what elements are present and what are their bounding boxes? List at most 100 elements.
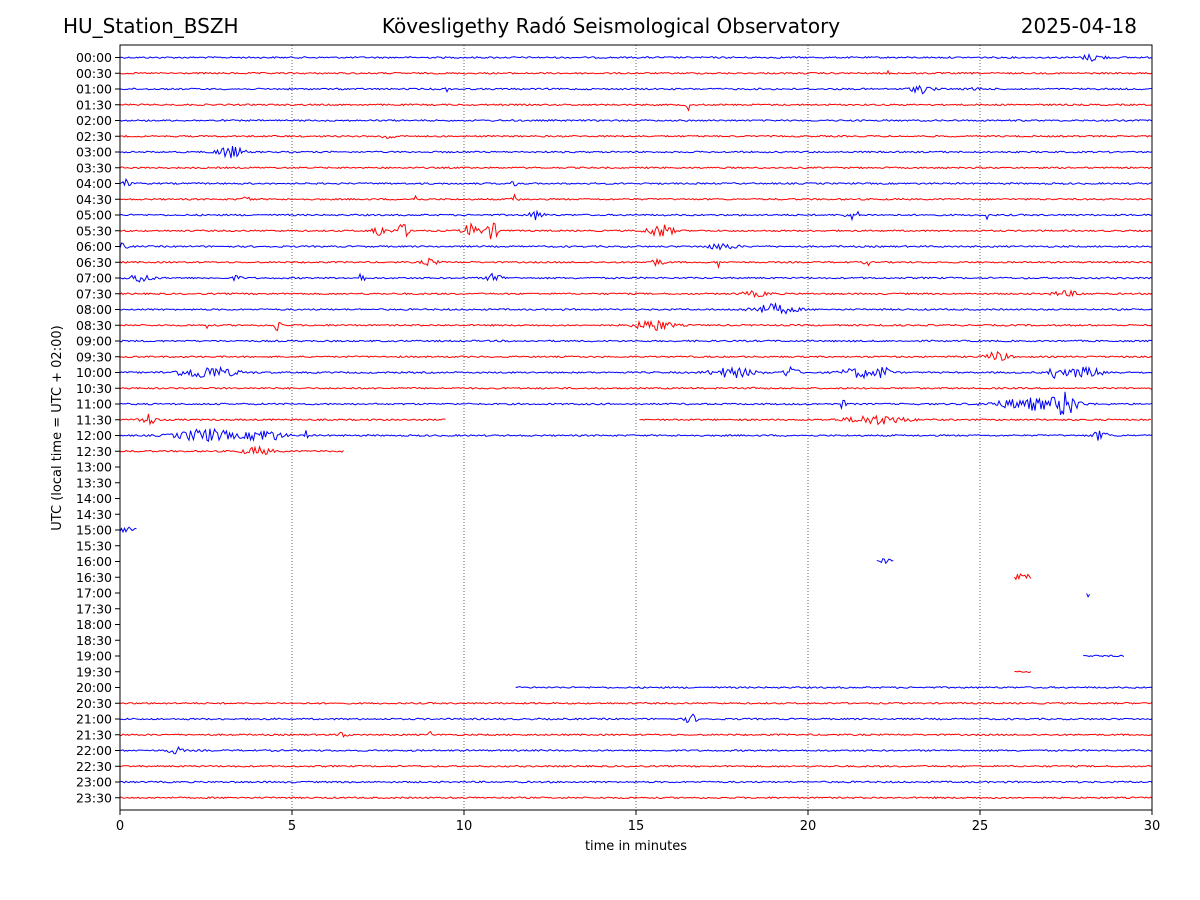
y-tick-label: 21:30 (76, 727, 112, 742)
y-tick-label: 08:30 (76, 318, 112, 333)
y-tick-label: 10:30 (76, 381, 112, 396)
y-tick-label: 17:30 (76, 601, 112, 616)
y-tick-label: 03:00 (76, 145, 112, 160)
y-axis-label: UTC (local time = UTC + 02:00) (50, 325, 65, 530)
y-tick-label: 10:00 (76, 365, 112, 380)
seismic-trace (119, 391, 1153, 415)
y-tick-label: 20:30 (76, 696, 112, 711)
station-name: HU_Station_BSZH (63, 14, 239, 38)
seismic-trace (119, 221, 1153, 240)
seismic-trace (119, 272, 1153, 283)
y-tick-label: 02:00 (76, 113, 112, 128)
y-tick-label: 23:30 (76, 790, 112, 805)
y-tick-label: 04:30 (76, 192, 112, 207)
y-tick-label: 18:00 (76, 617, 112, 632)
seismic-trace (119, 103, 1153, 112)
seismic-trace (119, 119, 1153, 122)
seismic-trace (515, 685, 1152, 689)
seismic-trace (639, 414, 1152, 426)
y-tick-label: 14:30 (76, 507, 112, 522)
seismic-trace (119, 84, 1153, 95)
x-tick-label: 15 (628, 819, 645, 834)
y-tick-label: 22:30 (76, 759, 112, 774)
y-tick-label: 02:30 (76, 129, 112, 144)
y-tick-label: 09:30 (76, 349, 112, 364)
seismic-trace (876, 558, 894, 565)
y-tick-label: 07:00 (76, 271, 112, 286)
y-tick-label: 00:30 (76, 66, 112, 81)
seismic-trace (119, 166, 1153, 170)
x-tick-label: 5 (288, 819, 296, 834)
y-tick-label: 16:00 (76, 554, 112, 569)
seismic-trace (119, 301, 1153, 315)
y-tick-label: 07:30 (76, 286, 112, 301)
y-tick-label: 13:30 (76, 475, 112, 490)
seismic-trace (119, 193, 1153, 202)
seismic-traces (119, 53, 1153, 800)
y-tick-label: 17:00 (76, 586, 112, 601)
x-axis-label: time in minutes (585, 839, 687, 854)
y-tick-label: 22:00 (76, 743, 112, 758)
seismic-trace (1013, 573, 1032, 581)
seismic-trace (119, 365, 1153, 380)
chart-date: 2025-04-18 (1020, 14, 1137, 38)
grid-lines (291, 45, 981, 810)
y-tick-label: 03:30 (76, 160, 112, 175)
seismic-trace (119, 780, 1153, 784)
y-tick-label: 08:00 (76, 302, 112, 317)
y-tick-label: 15:30 (76, 538, 112, 553)
y-tick-label: 19:00 (76, 649, 112, 664)
y-tick-label: 14:00 (76, 491, 112, 506)
x-tick-label: 25 (972, 819, 989, 834)
seismic-trace (119, 427, 1153, 443)
seismic-trace (119, 319, 1153, 332)
seismic-trace (119, 764, 1153, 768)
seismic-trace (119, 69, 1153, 76)
y-tick-label: 09:00 (76, 334, 112, 349)
seismic-trace (119, 350, 1153, 361)
seismic-trace (119, 413, 446, 426)
y-tick-label: 05:00 (76, 208, 112, 223)
seismic-trace (119, 209, 1153, 222)
seismic-trace (119, 146, 1153, 159)
seismic-trace (119, 339, 1153, 343)
seismic-trace (119, 701, 1152, 705)
seismic-trace (119, 178, 1153, 187)
seismic-trace (1086, 593, 1091, 598)
seismic-trace (119, 257, 1153, 270)
y-tick-label: 11:00 (76, 397, 112, 412)
y-tick-label: 01:00 (76, 82, 112, 97)
seismic-trace (119, 134, 1153, 139)
x-tick-label: 0 (116, 819, 124, 834)
x-axis-ticks: 0 5 10 15 20 25 30 (116, 810, 1160, 834)
seismic-trace (119, 730, 1153, 738)
seismic-trace (119, 53, 1153, 62)
y-tick-label: 13:00 (76, 460, 112, 475)
y-tick-label: 12:30 (76, 444, 112, 459)
y-tick-label: 06:30 (76, 255, 112, 270)
y-tick-label: 23:00 (76, 775, 112, 790)
x-tick-label: 10 (456, 819, 473, 834)
y-tick-label: 01:30 (76, 97, 112, 112)
seismic-trace (119, 289, 1153, 299)
y-tick-label: 04:00 (76, 176, 112, 191)
x-tick-label: 30 (1144, 819, 1161, 834)
y-tick-label: 19:30 (76, 664, 112, 679)
seismic-trace (119, 242, 1153, 251)
chart-title: Kövesligethy Radó Seismological Observat… (381, 14, 841, 38)
seismic-trace (1083, 654, 1125, 658)
y-tick-label: 20:00 (76, 680, 112, 695)
seismic-trace (119, 796, 1153, 800)
y-tick-label: 12:00 (76, 428, 112, 443)
seismic-trace (119, 386, 1152, 390)
seismic-trace (1014, 670, 1032, 674)
y-tick-label: 16:30 (76, 570, 112, 585)
seismic-trace (119, 445, 344, 456)
y-tick-label: 05:30 (76, 223, 112, 238)
y-tick-label: 06:00 (76, 239, 112, 254)
y-tick-label: 11:30 (76, 412, 112, 427)
seismic-trace (119, 713, 1153, 724)
seismic-trace (120, 745, 1153, 755)
x-tick-label: 20 (800, 819, 817, 834)
